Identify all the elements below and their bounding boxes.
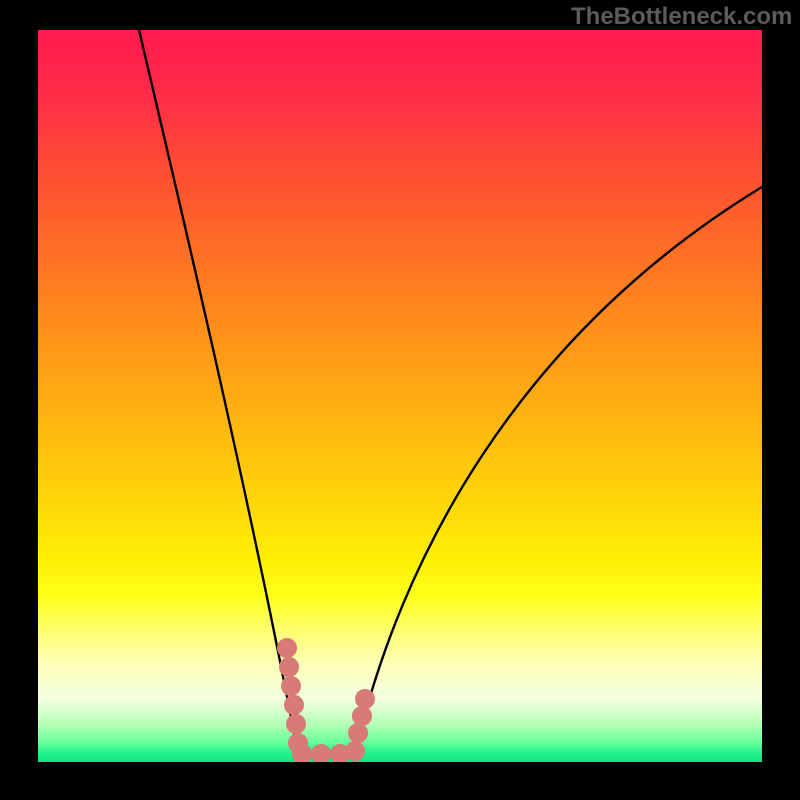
valley-marker bbox=[293, 745, 312, 763]
curve-layer bbox=[38, 30, 762, 762]
valley-marker bbox=[280, 658, 299, 677]
valley-marker bbox=[312, 745, 331, 763]
valley-marker bbox=[353, 707, 372, 726]
valley-marker bbox=[278, 639, 297, 658]
valley-marker bbox=[346, 742, 365, 761]
valley-marker bbox=[285, 696, 304, 715]
valley-marker bbox=[287, 715, 306, 734]
valley-marker bbox=[282, 677, 301, 696]
valley-marker bbox=[356, 690, 375, 709]
watermark-text: TheBottleneck.com bbox=[571, 3, 792, 31]
plot-area bbox=[38, 30, 762, 762]
bottleneck-curve bbox=[139, 30, 762, 754]
valley-marker bbox=[349, 724, 368, 743]
